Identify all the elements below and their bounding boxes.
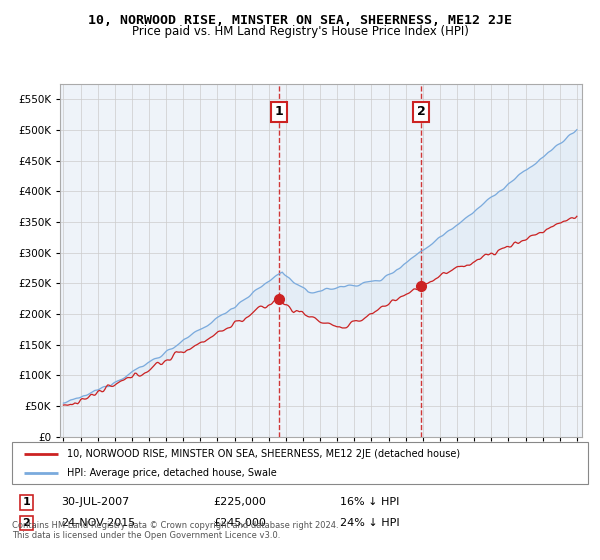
FancyBboxPatch shape bbox=[12, 442, 588, 484]
Text: 16% ↓ HPI: 16% ↓ HPI bbox=[340, 497, 400, 507]
Text: 1: 1 bbox=[23, 497, 30, 507]
Text: £225,000: £225,000 bbox=[214, 497, 266, 507]
Text: Contains HM Land Registry data © Crown copyright and database right 2024.
This d: Contains HM Land Registry data © Crown c… bbox=[12, 521, 338, 540]
Text: 30-JUL-2007: 30-JUL-2007 bbox=[61, 497, 129, 507]
Text: 10, NORWOOD RISE, MINSTER ON SEA, SHEERNESS, ME12 2JE: 10, NORWOOD RISE, MINSTER ON SEA, SHEERN… bbox=[88, 14, 512, 27]
Text: £245,000: £245,000 bbox=[214, 518, 266, 528]
Text: 2: 2 bbox=[417, 105, 425, 118]
Text: 24-NOV-2015: 24-NOV-2015 bbox=[61, 518, 135, 528]
Text: 24% ↓ HPI: 24% ↓ HPI bbox=[340, 518, 400, 528]
Text: 1: 1 bbox=[274, 105, 283, 118]
Text: 10, NORWOOD RISE, MINSTER ON SEA, SHEERNESS, ME12 2JE (detached house): 10, NORWOOD RISE, MINSTER ON SEA, SHEERN… bbox=[67, 449, 460, 459]
Text: Price paid vs. HM Land Registry's House Price Index (HPI): Price paid vs. HM Land Registry's House … bbox=[131, 25, 469, 38]
Text: 2: 2 bbox=[23, 518, 30, 528]
Text: HPI: Average price, detached house, Swale: HPI: Average price, detached house, Swal… bbox=[67, 468, 277, 478]
